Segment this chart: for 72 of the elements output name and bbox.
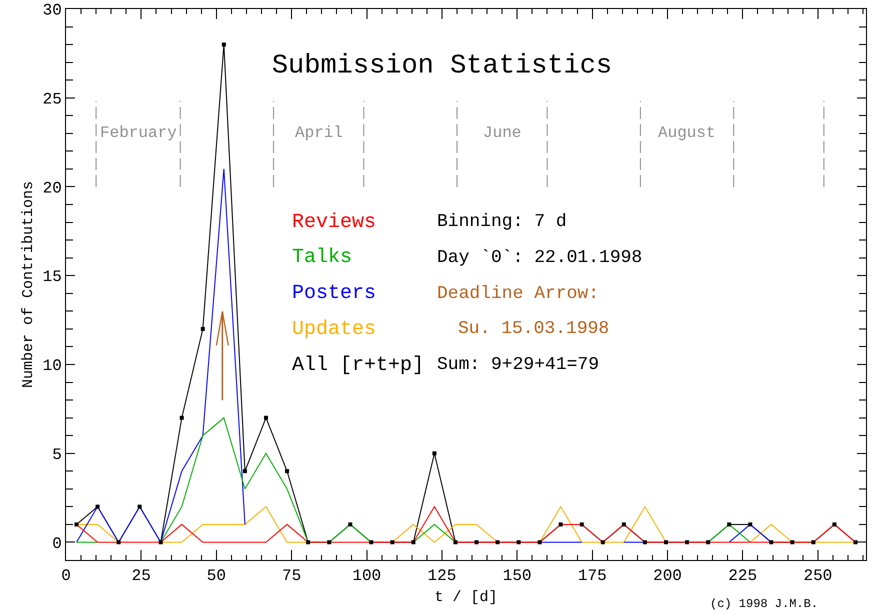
- point: [769, 540, 774, 544]
- annotation: Day `0`: 22.01.1998: [437, 248, 642, 268]
- annotation: August: [658, 124, 716, 142]
- point: [664, 540, 668, 544]
- x-tick-label: 25: [132, 567, 151, 586]
- text: Submission Statistics: [272, 51, 612, 82]
- point: [642, 540, 647, 544]
- point: [348, 522, 352, 526]
- x-axis-title: t / [d]: [434, 589, 498, 606]
- text: All [r+t+p]: [292, 354, 424, 377]
- point: [285, 469, 290, 474]
- y-tick-label: 0: [52, 534, 62, 553]
- point: [411, 540, 416, 544]
- annotation: April: [295, 124, 344, 142]
- point: [200, 326, 205, 331]
- y-tick-label: 30: [42, 2, 62, 20]
- annotation: Sum: 9+29+41=79: [437, 355, 600, 375]
- text: Reviews: [292, 211, 376, 234]
- y-tick-label: 5: [52, 446, 62, 464]
- point: [390, 540, 394, 544]
- x-tick-label: 225: [728, 567, 758, 586]
- annotation: June: [483, 124, 522, 142]
- y-tick-label: 25: [42, 90, 62, 108]
- point: [158, 540, 163, 544]
- point: [242, 469, 247, 474]
- point: [306, 540, 310, 544]
- x-tick-label: 250: [803, 567, 832, 586]
- point: [222, 42, 226, 47]
- y-axis-title: Number of Contributions: [20, 180, 37, 388]
- point: [748, 522, 752, 526]
- point: [496, 540, 500, 544]
- point: [600, 540, 605, 544]
- point: [474, 540, 479, 544]
- point: [432, 451, 436, 456]
- point: [558, 522, 563, 526]
- point: [327, 540, 332, 544]
- point: [790, 540, 794, 544]
- annotation: February: [100, 124, 178, 142]
- text: (c) 1998 J.M.B.: [710, 597, 818, 611]
- y-tick-label: 15: [42, 268, 62, 286]
- x-tick-label: 75: [282, 567, 302, 586]
- annotation: Binning: 7 d: [437, 212, 567, 232]
- point: [706, 540, 710, 544]
- point: [685, 540, 690, 544]
- text: Updates: [292, 318, 376, 341]
- x-tick-label: 125: [428, 567, 456, 586]
- point: [622, 522, 626, 526]
- x-tick-label: 50: [206, 567, 226, 586]
- x-tick-label: 200: [653, 567, 682, 586]
- point: [74, 522, 79, 526]
- point: [832, 522, 836, 526]
- x-tick-label: 100: [352, 567, 382, 586]
- point: [96, 504, 100, 509]
- ref-line-label: Deadline Arrow: Su. 15.03.1998: [437, 284, 610, 339]
- x-tick-label: 150: [502, 567, 532, 586]
- y-tick-label: 10: [42, 357, 62, 376]
- point: [580, 522, 584, 526]
- text: Talks: [292, 246, 352, 269]
- point: [138, 504, 142, 509]
- point: [453, 540, 458, 544]
- point: [853, 540, 858, 544]
- point: [180, 416, 184, 420]
- point: [116, 540, 121, 544]
- point: [727, 522, 732, 526]
- y-tick-label: 20: [42, 179, 62, 198]
- point: [369, 540, 374, 544]
- point: [811, 540, 816, 544]
- point: [538, 540, 542, 544]
- point: [264, 416, 268, 420]
- text: Posters: [292, 282, 376, 305]
- point: [516, 540, 521, 544]
- x-tick-label: 175: [578, 567, 607, 586]
